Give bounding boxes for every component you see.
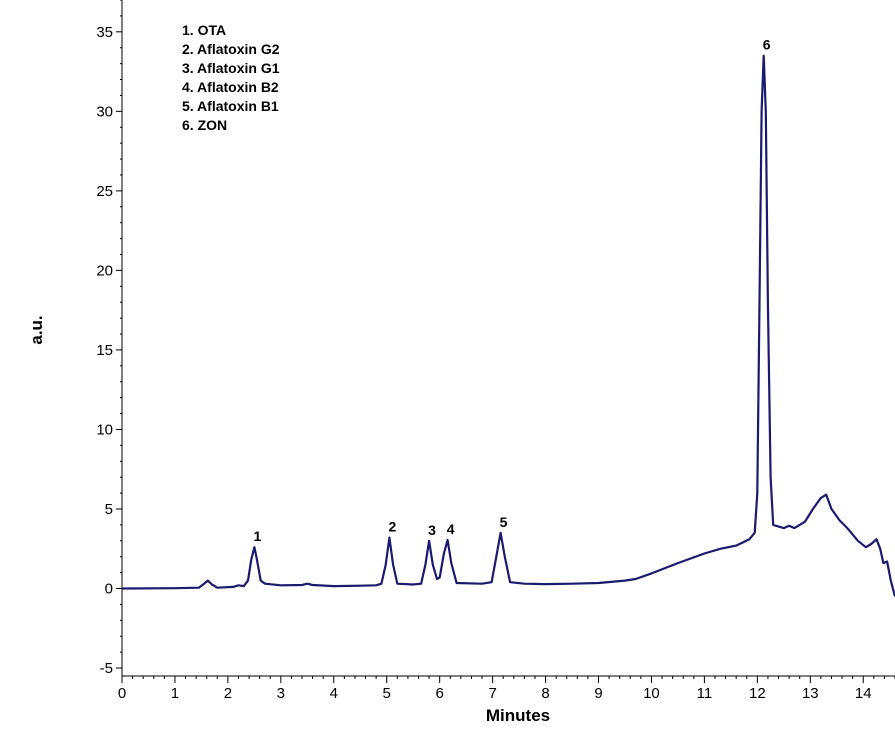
y-ticks: -5 0 5 10 15 20 25 30 35: [96, 24, 122, 677]
y-tick-label: 0: [105, 581, 113, 598]
y-tick-label: 5: [105, 501, 113, 518]
peak-label-4: 4: [447, 521, 455, 537]
y-tick-label: 25: [96, 183, 113, 200]
x-tick-label: 12: [749, 685, 766, 702]
x-tick-label: 6: [435, 685, 443, 702]
peak-label-2: 2: [388, 519, 396, 535]
x-tick-label: 14: [855, 685, 872, 702]
peak-labels: 1 2 3 4 5 6: [253, 37, 770, 544]
x-tick-label: 5: [383, 685, 391, 702]
y-tick-label: -5: [100, 660, 113, 677]
y-tick-label: 15: [96, 342, 113, 359]
axes: [121, 0, 895, 677]
y-tick-label: 10: [96, 421, 113, 438]
x-tick-label: 3: [277, 685, 285, 702]
series-group: [121, 54, 895, 597]
x-tick-label: 11: [697, 685, 713, 702]
y-tick-label: 30: [96, 103, 113, 120]
legend-entry: 4. Aflatoxin B2: [182, 79, 279, 95]
x-tick-label: 4: [330, 685, 338, 702]
legend-entry: 3. Aflatoxin G1: [182, 60, 280, 76]
legend: 1. OTA 2. Aflatoxin G2 3. Aflatoxin G1 4. A…: [182, 22, 280, 133]
x-axis-title: Minutes: [486, 706, 550, 725]
legend-entry: 2. Aflatoxin G2: [182, 41, 280, 57]
chromatogram-line: [121, 54, 895, 597]
peak-label-1: 1: [253, 528, 261, 544]
y-axis-title: a.u.: [27, 315, 46, 344]
x-tick-label: 7: [488, 685, 496, 702]
x-tick-label: 9: [594, 685, 602, 702]
legend-entry: 6. ZON: [182, 117, 227, 133]
peak-label-6: 6: [763, 37, 771, 53]
legend-entry: 5. Aflatoxin B1: [182, 98, 279, 114]
x-tick-label: 2: [224, 685, 232, 702]
y-tick-label: 35: [96, 24, 113, 41]
peak-label-3: 3: [428, 522, 436, 538]
x-tick-label: 8: [541, 685, 549, 702]
peak-label-5: 5: [500, 514, 508, 530]
x-tick-label: 13: [802, 685, 819, 702]
x-tick-label: 1: [171, 685, 179, 702]
x-ticks: 0 1 2 3 4 5 6 7 8 9 10 11 12 13 14: [118, 676, 872, 702]
legend-entry: 1. OTA: [182, 22, 226, 38]
x-tick-label: 0: [118, 685, 126, 702]
x-tick-label: 10: [643, 685, 660, 702]
y-tick-label: 20: [96, 262, 113, 279]
